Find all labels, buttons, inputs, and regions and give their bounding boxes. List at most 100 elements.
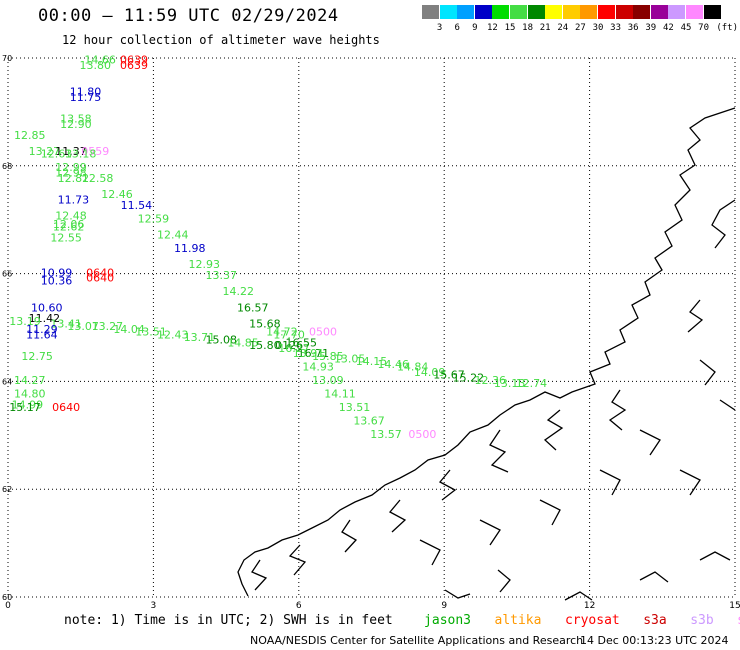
data-point-label: 13.07 (67, 320, 99, 333)
data-point-label: 13.51 (135, 326, 167, 339)
coastline-segment (388, 499, 407, 533)
legend-swatch (492, 5, 510, 19)
satellite-s3b: s3b (666, 613, 714, 628)
x-tick-label: 9 (441, 601, 447, 611)
legend-label: 45 (680, 23, 692, 33)
data-point-label: 13.27 (92, 320, 124, 333)
legend-label: 18 (522, 23, 534, 33)
data-point-label: 13.18 (65, 148, 97, 161)
coastline-segment (444, 589, 471, 599)
legend-swatch (527, 5, 545, 19)
legend-swatch (615, 5, 633, 19)
data-point-label: 11.64 (26, 328, 58, 341)
data-point-label: 14.22 (222, 285, 254, 298)
data-point-label: 10.36 (41, 274, 73, 287)
data-point-label: 14.11 (324, 388, 356, 401)
data-point-label: 12.06 (53, 218, 85, 231)
data-point-label: 14.27 (14, 374, 46, 387)
coastline-segment (699, 359, 716, 386)
legend-swatch (562, 5, 580, 19)
coastline-segment (479, 519, 501, 546)
legend-label: (ft) (716, 23, 739, 33)
coastline-segment (237, 107, 736, 597)
legend-label: 24 (557, 23, 569, 33)
generated-timestamp: 14 Dec 00:13:23 UTC 2024 (580, 634, 729, 647)
satellite-jason3: jason3 (400, 613, 472, 628)
satellite-swot: swot (714, 613, 740, 628)
data-point-label: 14.84 (397, 361, 429, 374)
data-point-label: 16.71 (298, 347, 330, 360)
chart-title: 00:00 – 11:59 UTC 02/29/2024 (38, 6, 339, 26)
coastline-segment (608, 389, 627, 431)
data-point-label: 12.85 (14, 129, 46, 142)
data-point-label: 15.08 (206, 334, 238, 347)
legend-swatch (598, 5, 615, 19)
data-point-label: 10.60 (31, 301, 63, 314)
data-point-label: 11.98 (174, 242, 206, 255)
x-tick-label: 0 (5, 601, 11, 611)
y-tick-label: 60 (2, 593, 12, 602)
data-point-label: 12.82 (58, 172, 90, 185)
data-point-label: 12.36 (474, 374, 506, 387)
legend-label: 21 (539, 23, 551, 33)
coastline-segment (679, 469, 701, 496)
x-tick-label: 12 (584, 601, 595, 611)
data-point-label: 0640 (86, 272, 114, 285)
data-point-label: 13.67 (353, 415, 385, 428)
data-point-label: 16.57 (237, 301, 269, 314)
legend-label: 30 (592, 23, 604, 33)
data-point-label: 12.46 (101, 188, 133, 201)
data-point-label: 13.51 (339, 401, 371, 414)
data-point-label: 12.58 (82, 172, 114, 185)
legend-label: 70 (698, 23, 710, 33)
data-point-label: 0559 (81, 145, 109, 158)
data-point-label: 16.55 (285, 336, 317, 349)
data-point-label: 13.91 (293, 347, 325, 360)
data-point-label: 15.85 (312, 350, 344, 363)
x-tick-label: 3 (151, 601, 157, 611)
data-point-label: 12.98 (55, 167, 87, 180)
data-point-label: 14.80 (14, 388, 46, 401)
data-point-label: 15.80 (249, 339, 281, 352)
y-tick-label: 70 (2, 54, 12, 63)
x-tick-label: 6 (296, 601, 302, 611)
legend-swatch (457, 5, 475, 19)
legend-label: 9 (472, 23, 478, 33)
legend-label: 12 (486, 23, 498, 33)
coastline-segment (489, 429, 509, 473)
data-point-label: 13.19 (9, 315, 41, 328)
data-point-label: 14.09 (414, 366, 446, 379)
legend-swatch (545, 5, 563, 19)
legend-label: 36 (627, 23, 639, 33)
data-point-label: 0500 (309, 326, 337, 339)
data-point-label: 12.59 (138, 212, 170, 225)
data-point-label: 15.68 (249, 318, 281, 331)
data-point-label: 12.48 (55, 210, 87, 223)
coastline-segment (711, 199, 736, 249)
data-point-label: 12.93 (189, 258, 221, 271)
chart-subtitle: 12 hour collection of altimeter wave hei… (62, 33, 380, 47)
data-point-label: 0639 (120, 53, 148, 66)
legend-label: 6 (454, 23, 460, 33)
coastline-segment (419, 539, 441, 566)
data-point-label: 13.13 (494, 377, 526, 390)
y-tick-label: 68 (2, 162, 12, 171)
data-point-label: 12.44 (157, 229, 189, 242)
data-point-label: 13.58 (60, 113, 92, 126)
data-point-label: 12.75 (21, 350, 53, 363)
coastline-segment (639, 429, 661, 456)
y-tick-label: 62 (2, 485, 12, 494)
legend-swatch (668, 5, 686, 19)
data-point-label: 14.93 (302, 361, 334, 374)
data-point-label: 14.66 (84, 53, 116, 66)
data-point-label: 11.29 (26, 323, 58, 336)
data-point-label: 13.37 (206, 269, 238, 282)
data-point-label: 13.41 (50, 318, 82, 331)
data-point-label: 14.15 (356, 355, 388, 368)
credit-text: NOAA/NESDIS Center for Satellite Applica… (250, 634, 584, 647)
data-point-label: 12.43 (157, 328, 189, 341)
data-point-label: 14.99 (12, 398, 44, 411)
data-point-label: 13.27 (29, 145, 61, 158)
legend-swatch (422, 5, 439, 19)
